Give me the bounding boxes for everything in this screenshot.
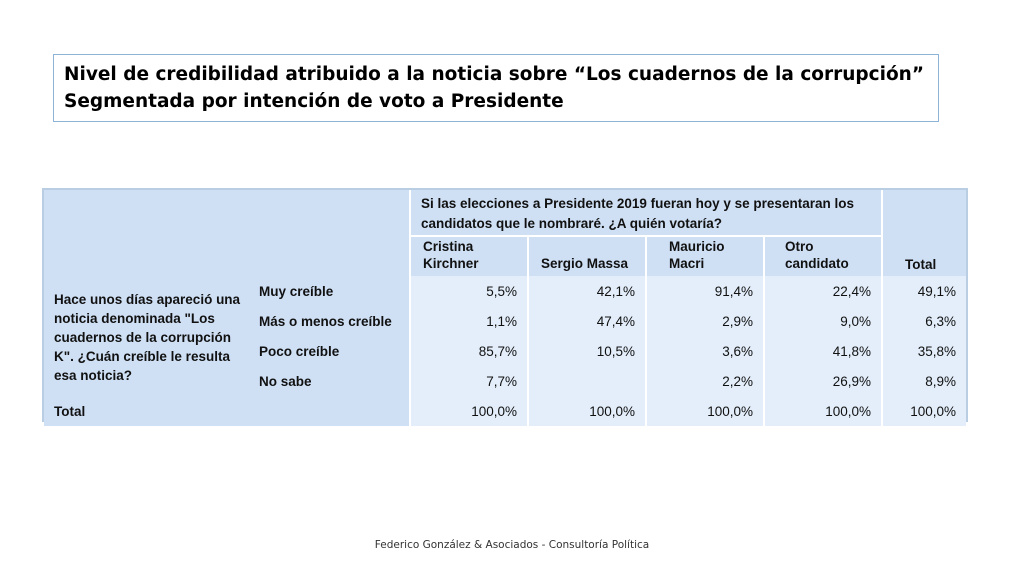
cell-value: 10,5%	[528, 336, 647, 366]
corner-cell	[44, 190, 411, 276]
col-header-massa: Sergio Massa	[528, 236, 647, 276]
cell-value: 1,1%	[410, 306, 529, 336]
cell-value: 3,6%	[646, 336, 765, 366]
col-header-kirchner: Cristina Kirchner	[410, 236, 529, 276]
cell-value: 5,5%	[410, 276, 529, 306]
cell-value: 26,9%	[764, 366, 884, 396]
cell-value: 2,9%	[646, 306, 765, 336]
cell-value: 9,0%	[764, 306, 884, 336]
cell-value: 100,0%	[410, 396, 529, 426]
cell-value: 100,0%	[646, 396, 765, 426]
table-row: Poco creíble 85,7% 10,5% 3,6% 41,8% 35,8…	[44, 336, 967, 366]
cell-value: 42,1%	[528, 276, 647, 306]
cell-value: 100,0%	[764, 396, 884, 426]
cell-value: 91,4%	[646, 276, 765, 306]
col-header-otro: Otro candidato	[764, 236, 884, 276]
cell-value: 35,8%	[882, 336, 967, 366]
cell-value: 8,9%	[882, 366, 967, 396]
col-header-kirchner-label: Cristina Kirchner	[423, 239, 479, 271]
row-label: Poco creíble	[249, 336, 411, 366]
row-label: No sabe	[249, 366, 411, 396]
title-line-2: Segmentada por intención de voto a Presi…	[64, 91, 564, 112]
table-row: No sabe 7,7% 2,2% 26,9% 8,9%	[44, 366, 967, 396]
row-label: Muy creíble	[249, 276, 411, 306]
cell-value: 85,7%	[410, 336, 529, 366]
table-row-total: Total 100,0% 100,0% 100,0% 100,0% 100,0%	[44, 396, 967, 426]
cell-value: 22,4%	[764, 276, 884, 306]
table-row: Hace unos días apareció una noticia deno…	[44, 276, 967, 396]
cell-value: 41,8%	[764, 336, 884, 366]
title-line-1: Nivel de credibilidad atribuido a la not…	[64, 64, 924, 85]
col-header-macri: Mauricio Macri	[646, 236, 765, 276]
cell-value	[528, 366, 647, 396]
row-label: Más o menos creíble	[249, 306, 411, 336]
total-row-spacer	[249, 396, 411, 426]
cell-value: 6,3%	[882, 306, 967, 336]
cell-value: 49,1%	[882, 276, 967, 306]
row-question: Hace unos días apareció una noticia deno…	[44, 276, 249, 396]
cell-value: 100,0%	[528, 396, 647, 426]
cell-value: 100,0%	[882, 396, 967, 426]
footer-credit: Federico González & Asociados - Consulto…	[374, 539, 650, 551]
cell-value: 47,4%	[528, 306, 647, 336]
cell-value: 7,7%	[410, 366, 529, 396]
col-header-total: Total	[882, 190, 967, 276]
crosstab-table: Si las elecciones a Presidente 2019 fuer…	[42, 188, 968, 426]
total-row-label: Total	[44, 396, 249, 426]
table-row: Más o menos creíble 1,1% 47,4% 2,9% 9,0%…	[44, 306, 967, 336]
cell-value: 2,2%	[646, 366, 765, 396]
question-header: Si las elecciones a Presidente 2019 fuer…	[410, 190, 884, 237]
col-header-otro-label: Otro candidato	[785, 239, 849, 271]
col-header-macri-label: Mauricio Macri	[669, 239, 725, 271]
title-box: Nivel de credibilidad atribuido a la not…	[53, 54, 939, 122]
